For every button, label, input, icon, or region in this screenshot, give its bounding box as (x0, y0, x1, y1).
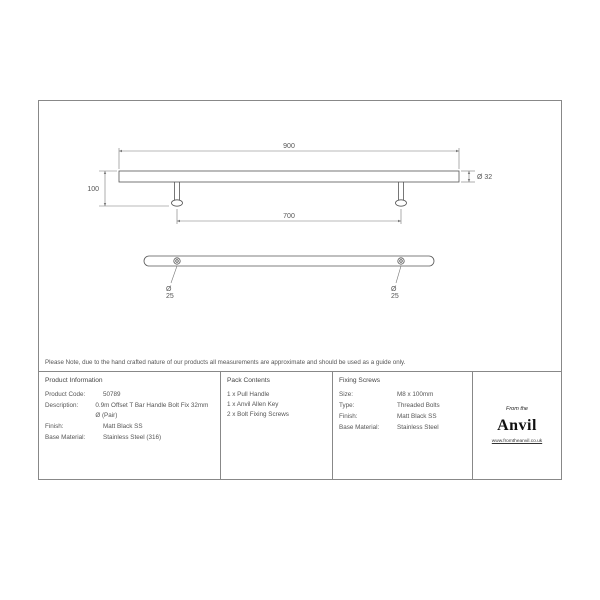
disclaimer-note: Please Note, due to the hand crafted nat… (45, 359, 405, 366)
list-item: 2 x Bolt Fixing Screws (227, 410, 326, 420)
header-fixing-screws: Fixing Screws (339, 376, 466, 387)
dim-height: 100 (87, 186, 99, 193)
front-bar (119, 171, 459, 182)
col-pack-contents: Pack Contents 1 x Pull Handle1 x Anvil A… (221, 372, 333, 479)
logo-brand: Anvil (497, 413, 537, 439)
table-row: Description:0.9m Offset T Bar Handle Bol… (45, 401, 214, 421)
list-item: 1 x Pull Handle (227, 390, 326, 400)
plan-bar (144, 256, 434, 266)
table-row: Base Material:Stainless Steel (339, 423, 466, 433)
drawing-sheet: 900 Ø 32 100 700 Ø 25 (38, 100, 562, 480)
header-pack-contents: Pack Contents (227, 376, 326, 387)
table-row: Base Material:Stainless Steel (316) (45, 433, 214, 443)
list-item: 1 x Anvil Allen Key (227, 400, 326, 410)
logo-url: www.fromtheanvil.co.uk (492, 438, 542, 446)
dim-base-dia-right: Ø (391, 286, 397, 293)
col-fixing-screws: Fixing Screws Size:M8 x 100mmType:Thread… (333, 372, 473, 479)
header-product-info: Product Information (45, 376, 214, 387)
dim-bar-diameter: Ø 32 (477, 174, 492, 181)
dim-centres: 700 (283, 213, 295, 220)
col-product-info: Product Information Product Code:50789De… (39, 372, 221, 479)
svg-text:25: 25 (391, 293, 399, 300)
technical-drawing: 900 Ø 32 100 700 Ø 25 (39, 101, 563, 351)
svg-text:25: 25 (166, 293, 174, 300)
dim-overall-width: 900 (283, 143, 295, 150)
info-table: Product Information Product Code:50789De… (39, 371, 561, 479)
table-row: Product Code:50789 (45, 390, 214, 400)
drawing-area: 900 Ø 32 100 700 Ø 25 (39, 101, 561, 351)
table-row: Finish:Matt Black SS (45, 422, 214, 432)
col-logo: From the Anvil www.fromtheanvil.co.uk (473, 372, 561, 479)
table-row: Size:M8 x 100mm (339, 390, 466, 400)
table-row: Type:Threaded Bolts (339, 401, 466, 411)
dim-base-dia-left: Ø (166, 286, 172, 293)
table-row: Finish:Matt Black SS (339, 412, 466, 422)
